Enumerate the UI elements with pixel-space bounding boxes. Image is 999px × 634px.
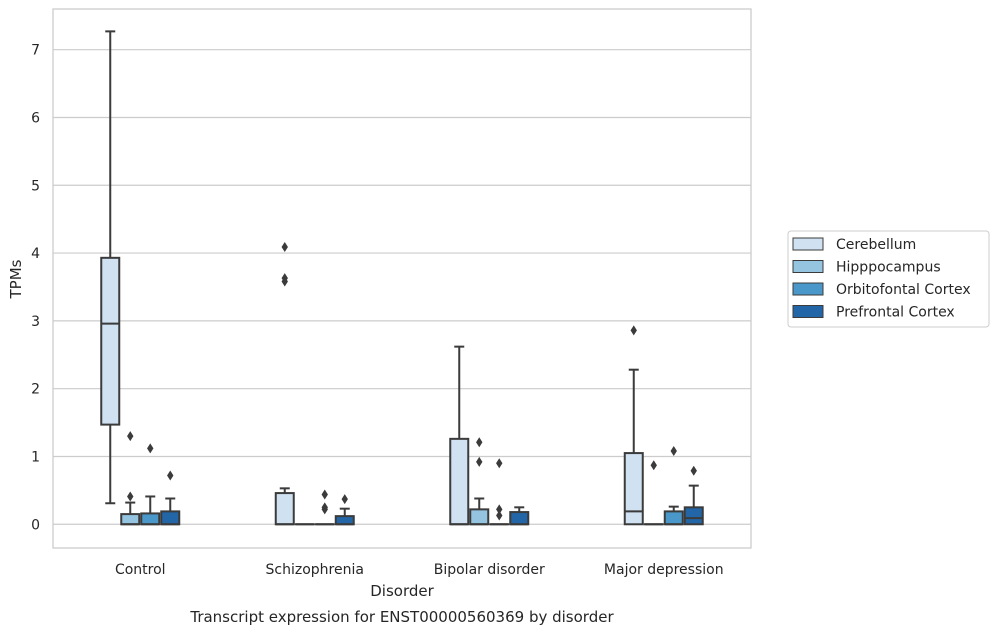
outlier-point bbox=[690, 465, 697, 476]
y-tick-label: 3 bbox=[31, 314, 40, 330]
box-iqr bbox=[509, 511, 530, 526]
box-iqr bbox=[334, 515, 355, 526]
box-iqr bbox=[663, 510, 684, 526]
box-iqr bbox=[160, 510, 181, 526]
y-axis-label: TPMs bbox=[7, 259, 25, 299]
outlier-point bbox=[670, 446, 677, 457]
legend-swatch bbox=[792, 237, 824, 251]
legend-label: Orbitofontal Cortex bbox=[836, 282, 971, 298]
box-iqr bbox=[449, 437, 470, 526]
box-series bbox=[100, 30, 704, 526]
y-axis-ticks: 0 1 2 3 4 5 6 7 bbox=[31, 43, 40, 534]
outlier-point bbox=[496, 458, 503, 469]
outlier-point bbox=[650, 460, 657, 471]
y-tick-label: 1 bbox=[31, 449, 40, 465]
y-tick-label: 0 bbox=[31, 517, 40, 533]
outlier-point bbox=[127, 431, 134, 442]
outlier-point bbox=[127, 491, 134, 502]
outlier-point bbox=[167, 470, 174, 481]
legend-swatch bbox=[792, 282, 824, 296]
box-orbitofontal-cortex bbox=[140, 443, 161, 526]
legend-label: Cerebellum bbox=[836, 237, 916, 253]
legend-frame bbox=[787, 230, 990, 328]
y-tick-label: 5 bbox=[31, 178, 40, 194]
box-iqr bbox=[274, 492, 295, 526]
box-iqr bbox=[120, 513, 141, 526]
y-tick-label: 2 bbox=[31, 382, 40, 398]
x-tick-label: Schizophrenia bbox=[266, 562, 364, 578]
outlier-point bbox=[281, 273, 288, 284]
legend: Cerebellum Hipppocampus Orbitofontal Corte… bbox=[787, 230, 990, 328]
legend-swatch bbox=[792, 260, 824, 273]
box-orbitofontal-cortex bbox=[314, 489, 335, 526]
box-prefrontal-cortex bbox=[160, 470, 181, 526]
legend-label: Prefrontal Cortex bbox=[836, 305, 955, 321]
outlier-point bbox=[476, 456, 483, 467]
grid-lines bbox=[53, 49, 751, 525]
box-iqr bbox=[140, 512, 161, 526]
box-hipppocampus bbox=[469, 437, 490, 526]
box-iqr bbox=[623, 452, 644, 526]
box-orbitofontal-cortex bbox=[663, 446, 684, 526]
plot-frame bbox=[52, 8, 752, 549]
box-cerebellum bbox=[274, 241, 295, 526]
box-cerebellum bbox=[623, 325, 644, 526]
box-hipppocampus bbox=[120, 431, 141, 526]
outlier-point bbox=[496, 510, 503, 521]
x-axis-ticks: Control Schizophrenia Bipolar disorder Majo… bbox=[115, 562, 724, 578]
box-cerebellum bbox=[449, 345, 470, 526]
outlier-point bbox=[496, 504, 503, 515]
box-iqr bbox=[100, 256, 121, 426]
outlier-point bbox=[476, 437, 483, 448]
box-hipppocampus bbox=[643, 460, 664, 526]
legend-swatch bbox=[792, 305, 824, 318]
box-cerebellum bbox=[100, 30, 121, 505]
outlier-point bbox=[281, 241, 288, 252]
box-iqr bbox=[683, 506, 704, 526]
outlier-point bbox=[321, 489, 328, 500]
y-tick-label: 4 bbox=[31, 246, 40, 262]
outlier-point bbox=[341, 494, 348, 505]
y-tick-label: 7 bbox=[31, 43, 40, 59]
legend-label: Hipppocampus bbox=[836, 260, 941, 276]
chart-caption: Transcript expression for ENST0000056036… bbox=[189, 608, 614, 626]
box-prefrontal-cortex bbox=[334, 494, 355, 526]
y-tick-label: 6 bbox=[31, 110, 40, 126]
x-tick-label: Control bbox=[115, 562, 166, 578]
box-orbitofontal-cortex bbox=[489, 458, 510, 526]
outlier-point bbox=[321, 502, 328, 513]
outlier-point bbox=[147, 443, 154, 454]
x-tick-label: Bipolar disorder bbox=[434, 562, 545, 578]
box-iqr bbox=[469, 508, 490, 526]
x-tick-label: Major depression bbox=[604, 562, 724, 578]
box-prefrontal-cortex bbox=[683, 465, 704, 526]
x-axis-label: Disorder bbox=[370, 582, 434, 600]
box-prefrontal-cortex bbox=[509, 506, 530, 526]
outlier-point bbox=[630, 325, 637, 336]
